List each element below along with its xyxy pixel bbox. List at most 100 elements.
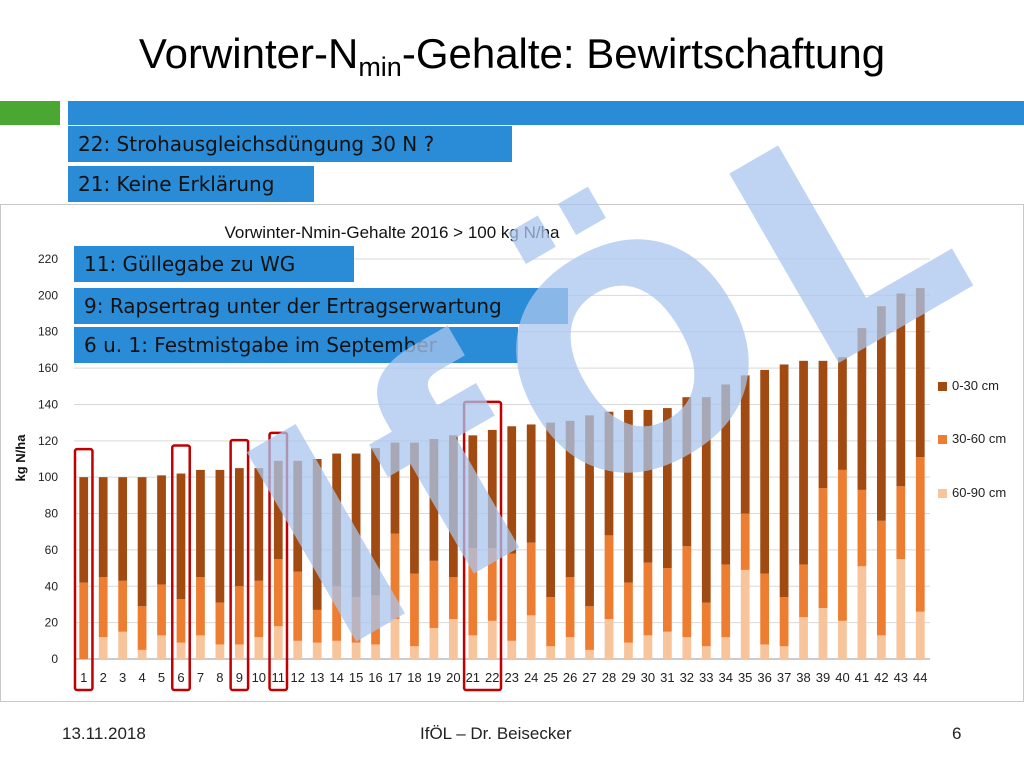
bar-segment-0-30-cm bbox=[215, 469, 225, 603]
bar-segment-30-60-cm bbox=[585, 606, 594, 650]
bar-segment-60-90-cm bbox=[721, 637, 731, 659]
bar-segment-0-30-cm bbox=[351, 453, 361, 598]
bar-segment-0-30-cm bbox=[721, 384, 731, 565]
x-tick-label: 12 bbox=[290, 670, 304, 685]
x-tick-label: 1 bbox=[80, 670, 87, 685]
bar-segment-60-90-cm bbox=[915, 611, 925, 659]
bar-segment-30-60-cm bbox=[118, 580, 128, 632]
bar-segment-0-30-cm bbox=[118, 477, 128, 581]
bar-segment-60-90-cm bbox=[293, 640, 303, 659]
bar-segment-30-60-cm bbox=[721, 564, 731, 638]
x-tick-label: 25 bbox=[543, 670, 557, 685]
bar-segment-60-90-cm bbox=[507, 640, 517, 659]
y-tick-label: 20 bbox=[45, 616, 59, 630]
y-tick-label: 140 bbox=[38, 397, 58, 411]
bar-segment-30-60-cm bbox=[799, 564, 808, 618]
x-tick-label: 6 bbox=[177, 670, 184, 685]
bar-segment-30-60-cm bbox=[196, 577, 205, 636]
bar-segment-60-90-cm bbox=[118, 631, 128, 659]
y-tick-label: 80 bbox=[45, 507, 59, 521]
note-21: 21: Keine Erklärung bbox=[68, 166, 314, 202]
bar-segment-30-60-cm bbox=[448, 577, 458, 619]
bar-segment-30-60-cm bbox=[546, 597, 556, 647]
bar-segment-0-30-cm bbox=[390, 442, 400, 534]
note-11: 11: Güllegabe zu WG bbox=[74, 246, 354, 282]
bar-segment-60-90-cm bbox=[818, 608, 828, 659]
bar-segment-0-30-cm bbox=[507, 426, 517, 554]
bar-segment-60-90-cm bbox=[624, 642, 633, 659]
x-tick-label: 8 bbox=[216, 670, 223, 685]
bar-segment-0-30-cm bbox=[604, 411, 614, 536]
footer-page-number: 6 bbox=[952, 724, 962, 743]
x-tick-label: 31 bbox=[660, 670, 674, 685]
bar-segment-0-30-cm bbox=[448, 435, 458, 578]
x-tick-label: 44 bbox=[913, 670, 927, 685]
bar-segment-60-90-cm bbox=[740, 569, 750, 659]
bar-segment-0-30-cm bbox=[526, 424, 536, 543]
bar-segment-30-60-cm bbox=[896, 486, 906, 559]
bar-segment-0-30-cm bbox=[701, 397, 711, 603]
bar-segment-0-30-cm bbox=[876, 306, 886, 521]
bar-segment-0-30-cm bbox=[410, 442, 419, 574]
highlight-box bbox=[229, 438, 250, 692]
x-tick-label: 33 bbox=[699, 670, 713, 685]
highlight-box bbox=[462, 400, 503, 692]
y-tick-label: 0 bbox=[51, 652, 58, 666]
bar-segment-0-30-cm bbox=[176, 473, 186, 599]
bar-segment-60-90-cm bbox=[332, 640, 342, 659]
x-tick-label: 20 bbox=[446, 670, 460, 685]
bar-segment-60-90-cm bbox=[799, 617, 808, 659]
x-tick-label: 29 bbox=[621, 670, 635, 685]
bar-segment-30-60-cm bbox=[234, 586, 244, 645]
bar-segment-0-30-cm bbox=[196, 469, 205, 578]
bar-segment-60-90-cm bbox=[273, 626, 283, 659]
bar-segment-30-60-cm bbox=[682, 546, 692, 638]
legend-swatch bbox=[938, 489, 947, 498]
bar-segment-30-60-cm bbox=[760, 573, 770, 645]
y-tick-label: 40 bbox=[45, 579, 59, 593]
bar-segment-0-30-cm bbox=[487, 429, 497, 549]
x-tick-label: 13 bbox=[310, 670, 324, 685]
bar-segment-30-60-cm bbox=[838, 469, 847, 621]
bar-segment-30-60-cm bbox=[915, 457, 925, 612]
x-tick-label: 7 bbox=[197, 670, 204, 685]
bar-segment-60-90-cm bbox=[876, 635, 886, 659]
bar-segment-60-90-cm bbox=[215, 644, 225, 659]
bar-segment-60-90-cm bbox=[137, 649, 147, 659]
bar-segment-60-90-cm bbox=[468, 635, 478, 659]
x-tick-label: 3 bbox=[119, 670, 126, 685]
chart-title: Vorwinter-Nmin-Gehalte 2016 > 100 kg N/h… bbox=[225, 223, 561, 242]
bar-segment-30-60-cm bbox=[507, 553, 517, 641]
x-tick-label: 43 bbox=[894, 670, 908, 685]
bar-segment-0-30-cm bbox=[682, 397, 692, 547]
x-tick-label: 41 bbox=[855, 670, 869, 685]
bar-segment-0-30-cm bbox=[468, 435, 478, 549]
x-tick-label: 40 bbox=[835, 670, 849, 685]
x-tick-label: 23 bbox=[504, 670, 518, 685]
x-tick-label: 18 bbox=[407, 670, 421, 685]
y-tick-label: 220 bbox=[38, 252, 58, 266]
highlight-box bbox=[268, 431, 289, 692]
x-tick-label: 9 bbox=[236, 670, 243, 685]
legend-label: 60-90 cm bbox=[952, 485, 1006, 500]
bar-segment-30-60-cm bbox=[740, 513, 750, 570]
y-tick-label: 120 bbox=[38, 434, 58, 448]
note-9: 9: Rapsertrag unter der Ertragserwartung bbox=[74, 288, 568, 324]
bar-segment-30-60-cm bbox=[332, 586, 342, 641]
y-axis-label: kg N/ha bbox=[13, 434, 28, 482]
x-tick-label: 11 bbox=[272, 670, 286, 685]
bar-segment-0-30-cm bbox=[371, 448, 380, 596]
x-tick-label: 15 bbox=[349, 670, 363, 685]
bar-segment-0-30-cm bbox=[799, 360, 808, 565]
bar-segment-30-60-cm bbox=[468, 548, 478, 636]
bar-segment-0-30-cm bbox=[137, 477, 147, 607]
accent-bar-blue bbox=[68, 101, 1024, 125]
bar-segment-60-90-cm bbox=[487, 620, 497, 659]
bar-segment-0-30-cm bbox=[760, 369, 770, 574]
bar-segment-60-90-cm bbox=[448, 619, 458, 659]
highlight-box bbox=[73, 447, 94, 692]
bar-segment-30-60-cm bbox=[857, 489, 867, 567]
x-tick-label: 21 bbox=[466, 670, 480, 685]
chart-legend: 0-30 cm 30-60 cm 60-90 cm bbox=[938, 378, 1006, 500]
bar-segment-30-60-cm bbox=[273, 559, 283, 627]
